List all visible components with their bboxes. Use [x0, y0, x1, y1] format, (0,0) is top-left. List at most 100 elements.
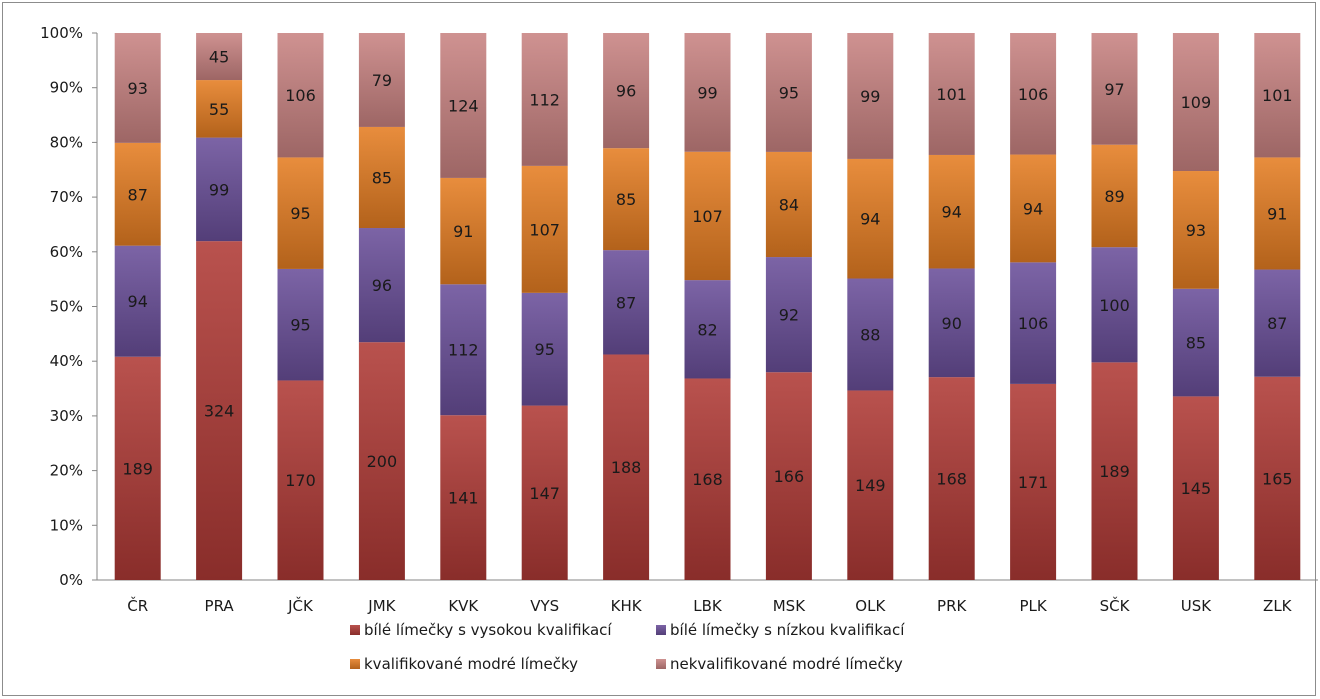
- x-tick-label: KVK: [448, 597, 479, 615]
- data-label: 95: [535, 340, 555, 359]
- bar-segment: [521, 33, 568, 166]
- bars: [114, 33, 1301, 580]
- bar-segment: [114, 245, 161, 357]
- data-label: 324: [204, 402, 235, 421]
- data-label: 106: [1018, 85, 1049, 104]
- data-label: 171: [1018, 473, 1049, 492]
- y-tick-label: 90%: [50, 79, 83, 97]
- data-label: 170: [285, 471, 316, 490]
- data-label: 96: [616, 82, 636, 101]
- bar-segment: [765, 372, 812, 580]
- bar-segment: [196, 137, 243, 242]
- bar-segment: [1091, 144, 1138, 248]
- data-label: 106: [1018, 314, 1049, 333]
- bar-segment: [1172, 396, 1219, 580]
- data-label: 97: [1104, 80, 1124, 99]
- data-label: 145: [1181, 479, 1212, 498]
- data-label: 109: [1181, 93, 1212, 112]
- x-tick-label: PLK: [1019, 597, 1047, 615]
- bar-segment: [358, 228, 405, 343]
- x-tick-label: OLK: [855, 597, 886, 615]
- bar-segment: [521, 292, 568, 406]
- x-tick-label: ZLK: [1263, 597, 1293, 615]
- data-label: 99: [697, 83, 717, 102]
- data-label: 85: [616, 190, 636, 209]
- data-label: 124: [448, 96, 479, 115]
- data-label: 188: [611, 458, 642, 477]
- data-label: 87: [1267, 314, 1287, 333]
- bar-segment: [765, 151, 812, 258]
- data-label: 85: [372, 168, 392, 187]
- data-label: 88: [860, 325, 880, 344]
- data-label: 91: [1267, 204, 1287, 223]
- bar-segment: [1091, 362, 1138, 580]
- bar-segment: [440, 33, 487, 178]
- bar-segment: [277, 33, 324, 158]
- legend-label: kvalifikované modré límečky: [364, 655, 578, 673]
- data-label: 79: [372, 71, 392, 90]
- bar-segment: [928, 268, 975, 378]
- data-label: 92: [779, 306, 799, 325]
- legend-swatch: [350, 659, 360, 669]
- data-label: 107: [692, 207, 723, 226]
- data-label: 99: [209, 180, 229, 199]
- y-tick-label: 100%: [40, 24, 83, 42]
- data-label: 106: [285, 86, 316, 105]
- x-tick-label: LBK: [693, 597, 723, 615]
- y-tick-label: 0%: [59, 571, 83, 589]
- bar-segment: [521, 165, 568, 293]
- data-label: 101: [936, 85, 967, 104]
- legend-swatch: [350, 625, 360, 635]
- bar-segment: [277, 380, 324, 580]
- data-label: 95: [290, 316, 310, 335]
- bar-segment: [521, 405, 568, 580]
- data-label: 93: [1186, 221, 1206, 240]
- data-label: 93: [128, 79, 148, 98]
- data-label: 107: [529, 220, 560, 239]
- data-label: 84: [779, 195, 799, 214]
- bar-segment: [684, 33, 731, 152]
- bar-segment: [928, 154, 975, 269]
- bar-segment: [684, 378, 731, 580]
- bar-segment: [1091, 33, 1138, 145]
- bar-segment: [847, 278, 894, 391]
- bar-segment: [603, 148, 650, 251]
- bar-segment: [1254, 269, 1301, 377]
- data-label: 147: [529, 484, 560, 503]
- bar-segment: [440, 284, 487, 416]
- bar-segment: [1010, 262, 1057, 384]
- legend-swatch: [656, 625, 666, 635]
- data-label: 87: [128, 185, 148, 204]
- bar-segment: [684, 151, 731, 281]
- y-tick-label: 10%: [50, 516, 83, 534]
- x-tick-label: PRA: [205, 597, 235, 615]
- x-tick-label: PRK: [937, 597, 967, 615]
- data-label: 87: [616, 293, 636, 312]
- y-tick-label: 50%: [50, 298, 83, 316]
- data-label: 94: [942, 203, 962, 222]
- y-tick-label: 80%: [50, 133, 83, 151]
- bar-segment: [1254, 33, 1301, 158]
- bar-segment: [928, 377, 975, 580]
- axes: 0% 10% 20% 30% 40% 50% 60% 70% 80% 90% 100% ČR PRA JČ…: [40, 24, 1318, 615]
- x-tick-label: SČK: [1100, 596, 1131, 615]
- data-label: 82: [697, 320, 717, 339]
- bar-segment: [277, 268, 324, 381]
- legend-label: bílé límečky s nízkou kvalifikací: [670, 621, 905, 639]
- data-label: 96: [372, 276, 392, 295]
- data-label: 168: [936, 470, 967, 489]
- data-label: 189: [122, 459, 153, 478]
- x-tick-label: KHK: [611, 597, 643, 615]
- bar-segment: [114, 33, 161, 143]
- data-label: 55: [209, 100, 229, 119]
- legend-item: nekvalifikované modré límečky: [656, 655, 903, 673]
- bar-segment: [1010, 154, 1057, 263]
- bar-segment: [1172, 288, 1219, 397]
- x-tick-label: JČK: [287, 596, 314, 615]
- legend-item: bílé límečky s vysokou kvalifikací: [350, 621, 612, 639]
- data-label: 165: [1262, 469, 1293, 488]
- bar-segment: [1010, 33, 1057, 155]
- x-tick-label: MSK: [773, 597, 806, 615]
- y-tick-label: 70%: [50, 188, 83, 206]
